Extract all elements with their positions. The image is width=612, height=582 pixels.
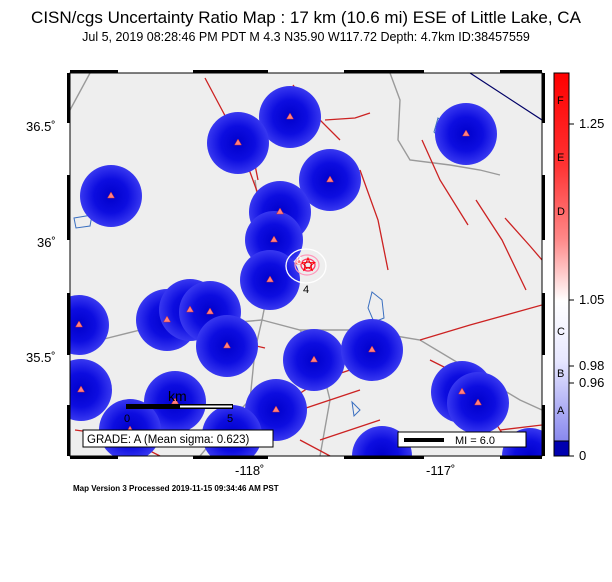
colorbar-letter: F <box>557 95 564 107</box>
station-circle <box>70 295 109 355</box>
scale-unit: km <box>168 388 187 404</box>
scale-bar: km 0 5 <box>124 388 233 425</box>
colorbar-value: 1.05 <box>579 292 605 307</box>
event-details: Jul 5, 2019 08:28:46 PM PDT M 4.3 N35.90… <box>82 30 530 44</box>
station-markers <box>75 112 482 433</box>
colorbar-letter: A <box>557 405 565 417</box>
lat-label: 36.5˚ <box>26 119 56 134</box>
map-frame <box>69 72 543 457</box>
scale-zero: 0 <box>124 413 130 425</box>
colorbar-letter: E <box>557 152 565 164</box>
colorbar-letter: D <box>557 206 565 218</box>
colorbar-letter: B <box>557 368 565 380</box>
mi-legend-line <box>404 438 444 442</box>
colorbar-gradient <box>553 72 570 442</box>
contour-label: 4 <box>303 284 309 296</box>
colorbar-value: 1.25 <box>579 116 605 131</box>
colorbar-value: 0.98 <box>579 358 605 373</box>
grade-box <box>82 429 274 448</box>
mi-legend-text: MI = 6.0 <box>455 435 495 447</box>
station-circle <box>352 426 412 456</box>
colorbar-zero-swatch <box>553 440 570 457</box>
grade-text: GRADE: A (Mean sigma: 0.623) <box>87 434 250 446</box>
contour-label: 8 <box>296 255 302 267</box>
colorbar-value: 0.96 <box>579 375 605 390</box>
lat-label: 35.5˚ <box>26 350 56 365</box>
scale-end: 5 <box>227 413 233 425</box>
lon-label: -117˚ <box>426 463 456 478</box>
colorbar-ticks <box>569 123 574 457</box>
colorbar-value: 0 <box>579 448 587 463</box>
map-title: CISN/cgs Uncertainty Ratio Map : 17 km (… <box>31 8 581 27</box>
map-footer: Map Version 3 Processed 2019-11-15 09:34… <box>73 484 279 493</box>
lon-label: -118˚ <box>235 463 265 478</box>
station-circle <box>70 359 112 421</box>
state-boundary <box>469 73 542 121</box>
colorbar-letter: C <box>557 326 565 338</box>
frame-ticks <box>67 70 545 459</box>
mi-legend-box <box>397 431 527 448</box>
lat-label: 36˚ <box>37 235 56 250</box>
epicenter-star <box>299 256 317 272</box>
